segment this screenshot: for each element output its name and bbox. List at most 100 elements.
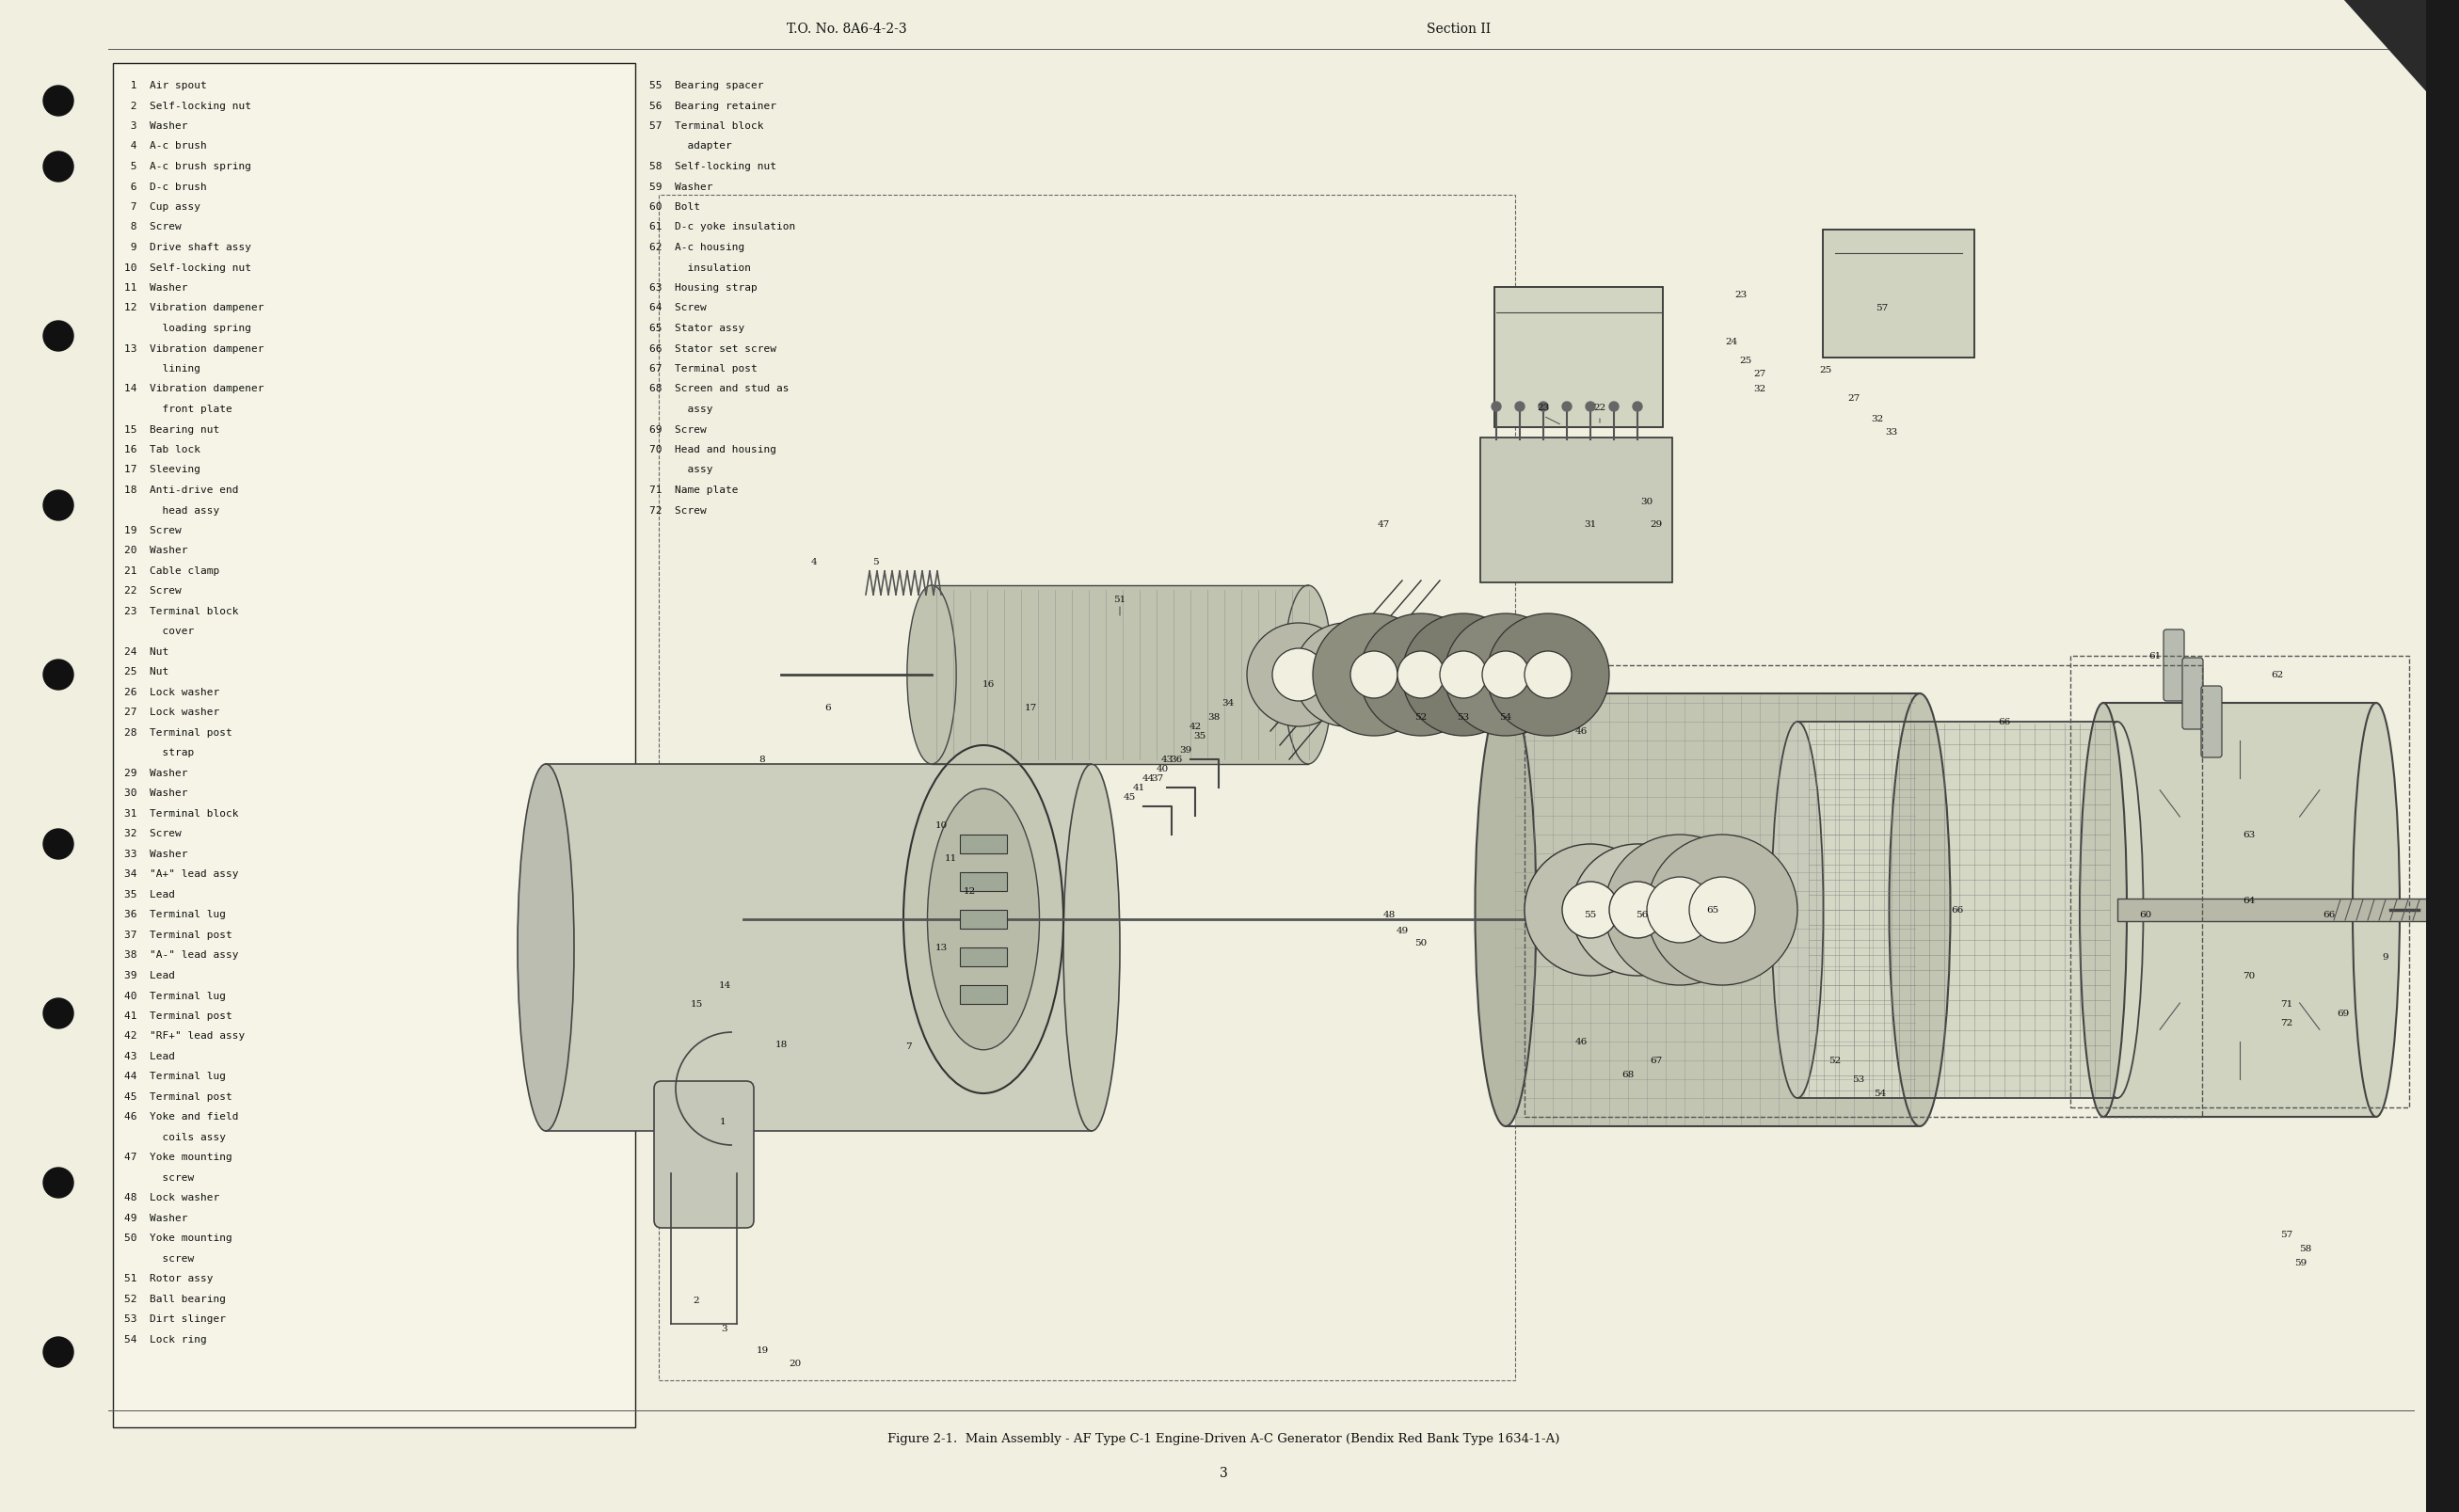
FancyBboxPatch shape [2201,686,2223,758]
Text: 3: 3 [720,1325,728,1334]
Text: 28  Terminal post: 28 Terminal post [125,727,231,738]
Circle shape [1561,881,1618,939]
Text: 37  Terminal post: 37 Terminal post [125,930,231,939]
Circle shape [1539,402,1549,411]
Text: 58: 58 [2299,1244,2311,1253]
Text: 32  Screw: 32 Screw [125,829,182,838]
Text: 27: 27 [1847,393,1859,402]
FancyBboxPatch shape [654,1081,755,1228]
Text: 66  Stator set screw: 66 Stator set screw [649,343,777,354]
Text: assy: assy [649,404,713,414]
Circle shape [1247,623,1350,727]
Circle shape [1561,402,1571,411]
Text: 14: 14 [718,981,730,990]
Text: 52: 52 [1414,714,1426,721]
Text: 8  Screw: 8 Screw [125,222,182,231]
Text: 34  "A+" lead assy: 34 "A+" lead assy [125,869,239,878]
Text: 66: 66 [1999,718,2011,726]
Ellipse shape [2080,703,2127,1117]
Text: 35: 35 [1193,732,1205,741]
Text: 8: 8 [760,756,765,764]
Text: 30: 30 [1640,497,1652,505]
Bar [1525,665,2203,1117]
Text: 45  Terminal post: 45 Terminal post [125,1092,231,1101]
Circle shape [44,1167,74,1198]
Text: 11: 11 [944,854,957,863]
Text: 9  Drive shaft assy: 9 Drive shaft assy [125,242,251,253]
Ellipse shape [1770,723,1822,1098]
Text: 70  Head and housing: 70 Head and housing [649,445,777,454]
Text: 25: 25 [1820,366,1832,373]
Text: 62  A-c housing: 62 A-c housing [649,242,745,253]
Circle shape [1293,623,1397,727]
Text: 4: 4 [811,558,816,567]
Text: 53: 53 [1458,714,1470,721]
Circle shape [1441,652,1488,699]
Text: Figure 2-1.  Main Assembly - AF Type C-1 Engine-Driven A-C Generator (Bendix Red: Figure 2-1. Main Assembly - AF Type C-1 … [888,1432,1559,1445]
Text: strap: strap [125,748,194,758]
Text: adapter: adapter [649,142,733,151]
Text: 61  D-c yoke insulation: 61 D-c yoke insulation [649,222,794,231]
Text: 48  Lock washer: 48 Lock washer [125,1193,219,1202]
Text: 53  Dirt slinger: 53 Dirt slinger [125,1314,226,1323]
Circle shape [44,1337,74,1367]
Circle shape [1586,402,1596,411]
Text: 33  Washer: 33 Washer [125,850,187,859]
Text: 24: 24 [1726,337,1739,346]
Text: 22  Screw: 22 Screw [125,587,182,596]
Text: 17: 17 [1025,703,1038,712]
Ellipse shape [927,789,1040,1049]
Circle shape [1360,614,1483,736]
Text: 27: 27 [1753,370,1766,378]
Text: loading spring: loading spring [125,324,251,333]
Text: 64  Screw: 64 Screw [649,304,706,313]
Text: 40: 40 [1156,765,1168,774]
Circle shape [1525,844,1657,977]
Circle shape [1271,649,1325,702]
Text: 66: 66 [2324,910,2336,919]
Text: 57: 57 [2279,1231,2294,1238]
Circle shape [1397,652,1443,699]
Text: 19: 19 [755,1346,770,1355]
Text: screw: screw [125,1172,194,1182]
Text: 50: 50 [1414,939,1426,948]
Text: 44  Terminal lug: 44 Terminal lug [125,1072,226,1081]
Text: screw: screw [125,1253,194,1263]
Circle shape [1340,623,1443,727]
Bar [932,585,1308,765]
Text: 22: 22 [1593,402,1606,411]
FancyBboxPatch shape [1495,287,1662,428]
Text: 5  A-c brush spring: 5 A-c brush spring [125,162,251,171]
Text: 5: 5 [873,558,878,567]
Circle shape [1648,877,1714,943]
Text: 29  Washer: 29 Washer [125,768,187,777]
Ellipse shape [2093,723,2144,1098]
Text: 57  Terminal block: 57 Terminal block [649,121,765,130]
Text: 13  Vibration dampener: 13 Vibration dampener [125,343,263,354]
Text: 12  Vibration dampener: 12 Vibration dampener [125,304,263,313]
Circle shape [44,830,74,859]
Text: 11  Washer: 11 Washer [125,283,187,292]
Text: T.O. No. 8A6-4-2-3: T.O. No. 8A6-4-2-3 [787,23,907,36]
Circle shape [44,86,74,116]
Bar [959,986,1006,1004]
Ellipse shape [902,745,1062,1093]
Text: 23: 23 [1734,290,1748,298]
FancyBboxPatch shape [2164,631,2184,702]
Text: 46: 46 [1574,1037,1586,1046]
Text: 17  Sleeving: 17 Sleeving [125,466,202,475]
Text: 48: 48 [1382,910,1394,919]
Bar [546,765,1092,1131]
Bar [113,64,634,1427]
Bar [959,872,1006,892]
Bar [2070,656,2410,1108]
Text: 31  Terminal block: 31 Terminal block [125,809,239,818]
Text: lining: lining [125,364,202,373]
Text: 49: 49 [1397,927,1409,934]
Text: 58  Self-locking nut: 58 Self-locking nut [649,162,777,171]
Text: 23: 23 [1537,402,1549,411]
Circle shape [1443,614,1566,736]
Text: 70: 70 [2243,972,2255,980]
Bar [659,195,1515,1380]
Text: 35  Lead: 35 Lead [125,889,175,900]
